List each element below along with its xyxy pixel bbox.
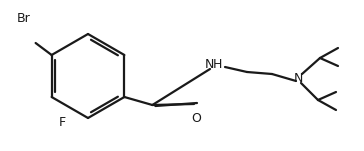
Text: H: H xyxy=(213,58,222,72)
Text: Br: Br xyxy=(17,11,31,24)
Text: O: O xyxy=(191,112,201,125)
Text: N: N xyxy=(205,58,214,72)
Text: N: N xyxy=(293,72,303,85)
Text: F: F xyxy=(59,116,66,129)
